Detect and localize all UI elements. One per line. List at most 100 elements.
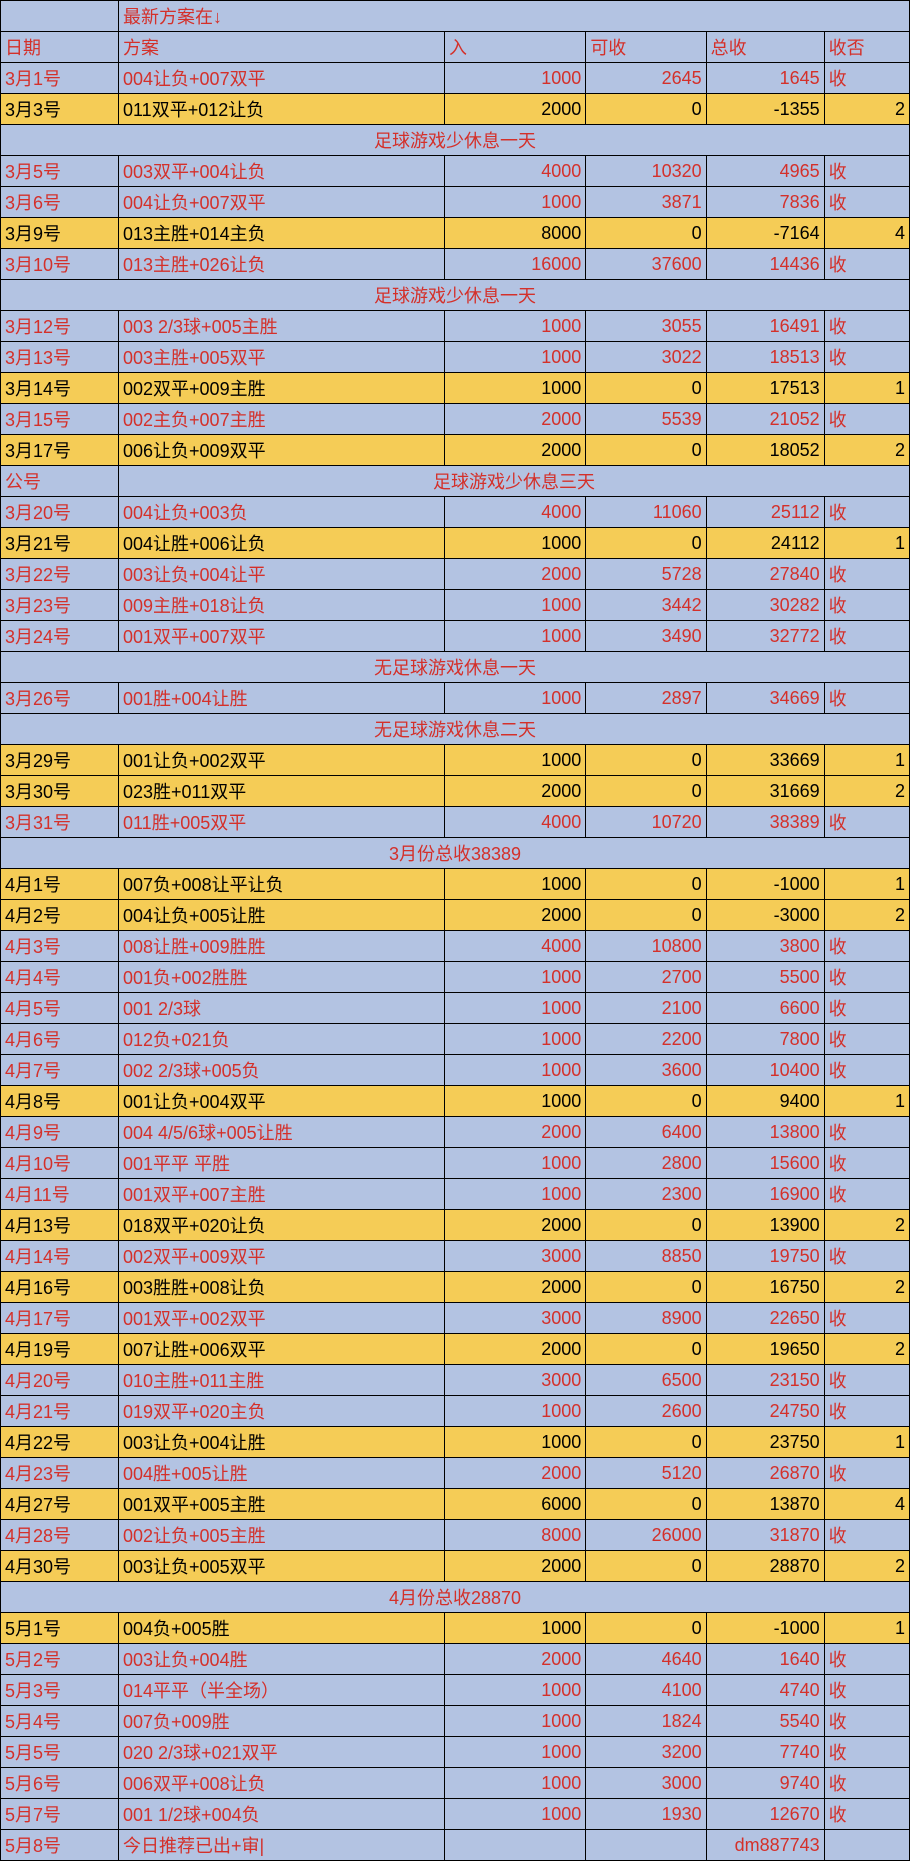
recv-cell: 8900 [586,1303,706,1334]
plan-cell: 012负+021负 [119,1024,445,1055]
table-row: 3月9号013主胜+014主负80000-71644 [1,218,910,249]
date-cell: 4月17号 [1,1303,119,1334]
table-row: 5月4号007负+009胜100018245540收 [1,1706,910,1737]
table-row: 3月5号003双平+004让负4000103204965收 [1,156,910,187]
in-cell: 2000 [444,94,585,125]
date-cell: 3月6号 [1,187,119,218]
date-cell: 5月2号 [1,1644,119,1675]
in-cell: 2000 [444,776,585,807]
recv-cell: 26000 [586,1520,706,1551]
recv-cell: 2800 [586,1148,706,1179]
date-cell: 5月1号 [1,1613,119,1644]
plan-cell: 006让负+009双平 [119,435,445,466]
recv-cell: 0 [586,373,706,404]
in-cell: 1000 [444,1396,585,1427]
recv-cell: 0 [586,528,706,559]
status-cell: 收 [824,1117,909,1148]
table-row: 4月22号003让负+004让胜10000237501 [1,1427,910,1458]
status-cell: 收 [824,1799,909,1830]
in-cell: 2000 [444,1458,585,1489]
total-cell: 17513 [706,373,824,404]
total-cell: -1355 [706,94,824,125]
total-cell: 21052 [706,404,824,435]
banner-row: 足球游戏少休息一天 [1,280,910,311]
total-cell: 19750 [706,1241,824,1272]
plan-cell: 002双平+009主胜 [119,373,445,404]
table-row: 4月30号003让负+005双平20000288702 [1,1551,910,1582]
table-row: 3月14号002双平+009主胜10000175131 [1,373,910,404]
table-row: 3月17号006让负+009双平20000180522 [1,435,910,466]
recv-cell: 0 [586,218,706,249]
date-cell: 3月13号 [1,342,119,373]
table-row: 5月2号003让负+004胜200046401640收 [1,1644,910,1675]
date-cell: 3月10号 [1,249,119,280]
status-cell: 收 [824,993,909,1024]
plan-cell: 002主负+007主胜 [119,404,445,435]
total-cell: 28870 [706,1551,824,1582]
plan-cell: 001双平+007双平 [119,621,445,652]
recv-cell: 0 [586,1272,706,1303]
table-row: 4月1号007负+008让平让负10000-10001 [1,869,910,900]
status-cell: 收 [824,807,909,838]
plan-cell: 001平平 平胜 [119,1148,445,1179]
total-cell: 19650 [706,1334,824,1365]
date-cell: 4月9号 [1,1117,119,1148]
plan-cell: 002让负+005主胜 [119,1520,445,1551]
table-row: 4月5号001 2/3球100021006600收 [1,993,910,1024]
col-header-2: 入 [444,32,585,63]
total-cell: 14436 [706,249,824,280]
table-row: 3月24号001双平+007双平1000349032772收 [1,621,910,652]
date-cell: 4月1号 [1,869,119,900]
in-cell: 1000 [444,187,585,218]
date-cell: 4月3号 [1,931,119,962]
total-cell: 7800 [706,1024,824,1055]
total-cell: 13800 [706,1117,824,1148]
table-row: 4月6号012负+021负100022007800收 [1,1024,910,1055]
footer-row: 5月8号今日推荐已出+审|dm887743 [1,1830,910,1861]
in-cell: 1000 [444,745,585,776]
plan-cell: 011胜+005双平 [119,807,445,838]
total-cell: 7740 [706,1737,824,1768]
total-cell: 9740 [706,1768,824,1799]
date-cell: 3月15号 [1,404,119,435]
col-header-0: 日期 [1,32,119,63]
header-row: 日期方案入可收总收收否 [1,32,910,63]
table-row: 5月3号014平平（半全场）100041004740收 [1,1675,910,1706]
recv-cell: 1824 [586,1706,706,1737]
plan-cell: 007负+009胜 [119,1706,445,1737]
recv-cell: 3442 [586,590,706,621]
plan-cell: 001双平+007主胜 [119,1179,445,1210]
table-row: 3月6号004让负+007双平100038717836收 [1,187,910,218]
table-row: 4月17号001双平+002双平3000890022650收 [1,1303,910,1334]
note-text: 最新方案在↓ [119,1,910,32]
plan-cell: 013主胜+014主负 [119,218,445,249]
status-cell: 收 [824,342,909,373]
banner-row: 3月份总收38389 [1,838,910,869]
in-cell: 1000 [444,683,585,714]
recv-cell: 10800 [586,931,706,962]
date-cell: 3月3号 [1,94,119,125]
in-cell: 16000 [444,249,585,280]
status-cell: 收 [824,1024,909,1055]
total-cell: 16900 [706,1179,824,1210]
total-cell: 13900 [706,1210,824,1241]
recv-cell: 2300 [586,1179,706,1210]
status-cell: 收 [824,1303,909,1334]
in-cell: 3000 [444,1365,585,1396]
in-cell: 1000 [444,869,585,900]
col-header-1: 方案 [119,32,445,63]
in-cell: 1000 [444,1427,585,1458]
total-cell: 6600 [706,993,824,1024]
date-cell: 4月20号 [1,1365,119,1396]
total-cell: 22650 [706,1303,824,1334]
table-row: 4月11号001双平+007主胜1000230016900收 [1,1179,910,1210]
table-row: 3月23号009主胜+018让负1000344230282收 [1,590,910,621]
recv-cell: 4640 [586,1644,706,1675]
date-cell: 3月23号 [1,590,119,621]
status-cell: 收 [824,497,909,528]
in-cell: 4000 [444,156,585,187]
status-cell: 4 [824,218,909,249]
table-row: 4月2号004让负+005让胜20000-30002 [1,900,910,931]
in-cell: 1000 [444,590,585,621]
status-cell: 1 [824,1613,909,1644]
